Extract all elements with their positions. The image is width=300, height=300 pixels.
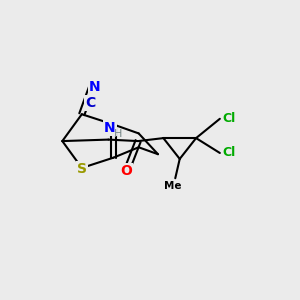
Text: C: C [85,96,95,110]
Text: Me: Me [164,181,181,191]
Text: S: S [77,162,87,176]
Text: H: H [114,129,122,139]
Text: N: N [88,80,100,94]
Text: Cl: Cl [222,146,236,160]
Text: O: O [120,164,132,178]
Text: N: N [104,121,116,135]
Text: Cl: Cl [222,112,236,125]
